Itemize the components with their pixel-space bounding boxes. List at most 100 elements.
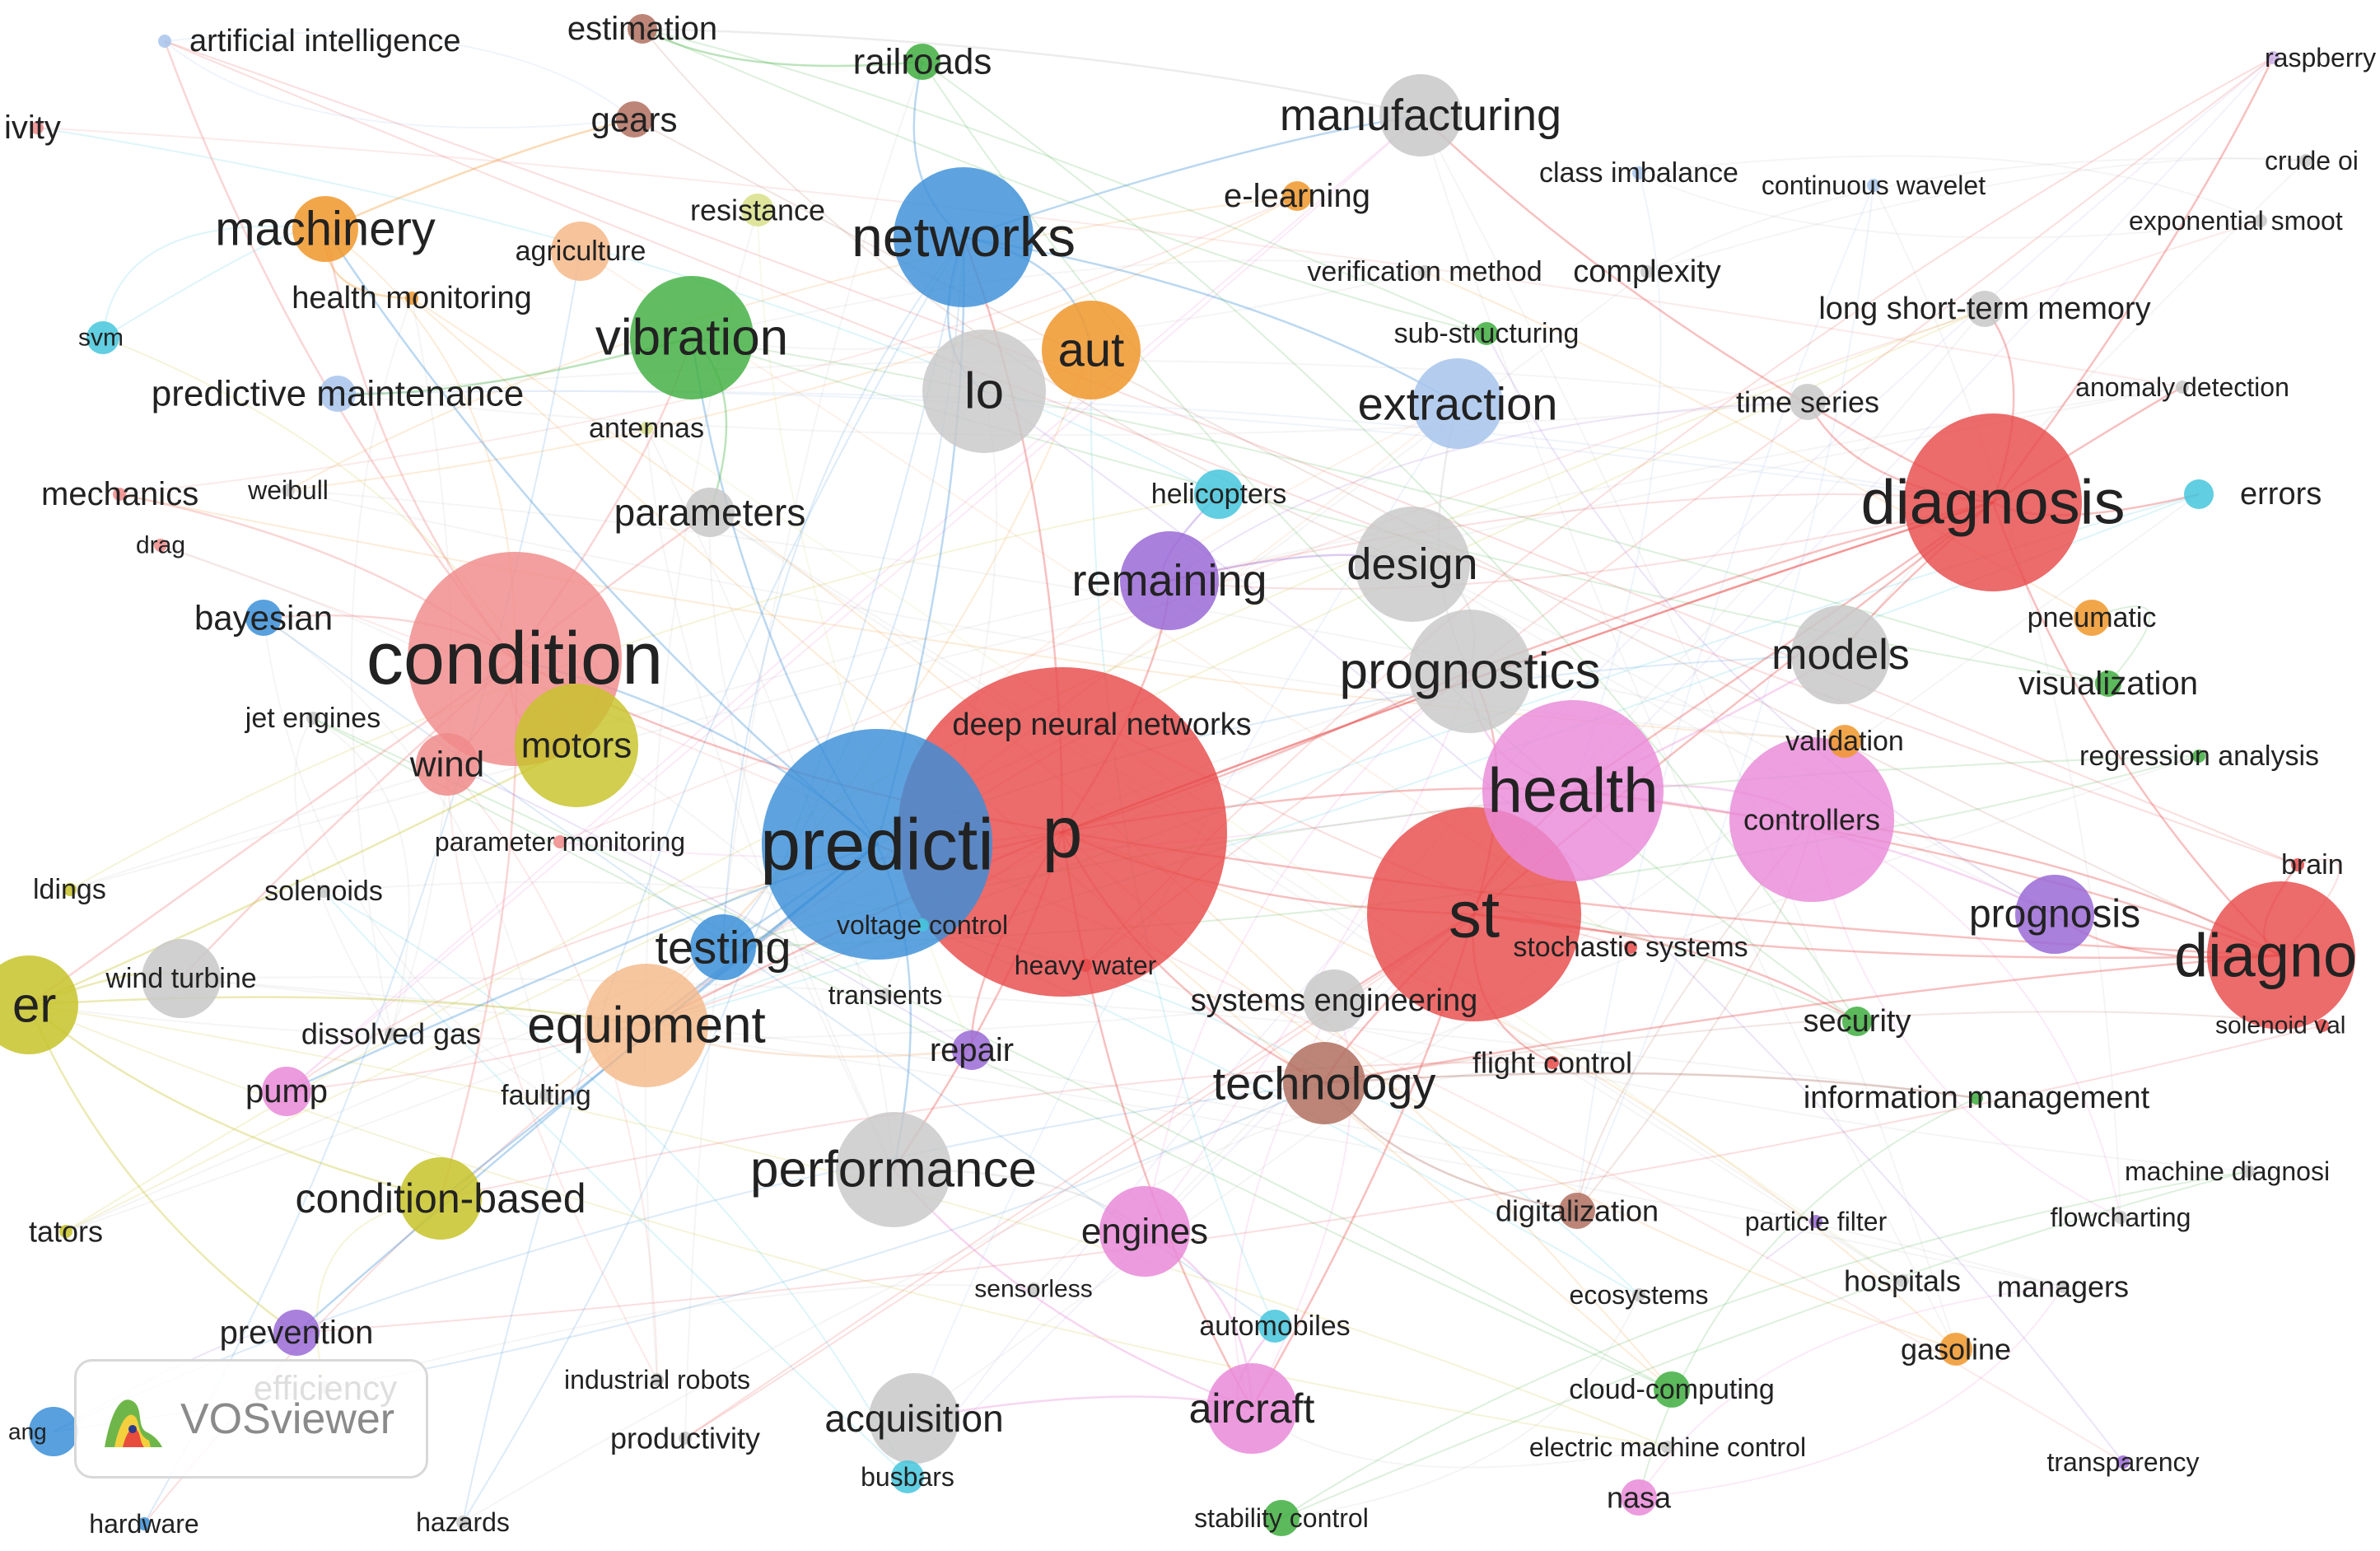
node-mechanics[interactable] bbox=[113, 488, 126, 501]
label-remaining[interactable]: remaining bbox=[1071, 556, 1267, 605]
node-bayesian[interactable] bbox=[245, 600, 282, 636]
node-wind[interactable] bbox=[416, 733, 478, 796]
label-stochastic[interactable]: stochastic systems bbox=[1513, 932, 1748, 963]
node-drag[interactable] bbox=[154, 539, 167, 552]
label-parameters[interactable]: parameters bbox=[614, 491, 806, 534]
node-predicti[interactable] bbox=[762, 729, 992, 960]
label-extraction[interactable]: extraction bbox=[1358, 378, 1558, 430]
label-nasa[interactable]: nasa bbox=[1607, 1481, 1672, 1515]
node-extraction[interactable] bbox=[1412, 358, 1503, 449]
node-stabilitycontrol[interactable] bbox=[1263, 1500, 1300, 1536]
node-conditionbased[interactable] bbox=[399, 1157, 482, 1240]
node-solenoidval[interactable] bbox=[2316, 1019, 2329, 1032]
node-testing[interactable] bbox=[690, 914, 756, 980]
node-regression[interactable] bbox=[2192, 750, 2205, 763]
label-windturbine[interactable]: wind turbine bbox=[105, 963, 256, 994]
node-ldings[interactable] bbox=[63, 883, 77, 896]
node-transparency[interactable] bbox=[2116, 1455, 2130, 1469]
node-productivity[interactable] bbox=[679, 1432, 692, 1445]
node-cloud[interactable] bbox=[1654, 1371, 1690, 1408]
label-acquisition[interactable]: acquisition bbox=[824, 1397, 1003, 1440]
node-paramon[interactable] bbox=[553, 835, 567, 848]
label-machinediag[interactable]: machine diagnosi bbox=[2125, 1156, 2330, 1186]
label-mechanics[interactable]: mechanics bbox=[41, 476, 198, 512]
label-drag[interactable]: drag bbox=[136, 532, 185, 559]
node-busbars[interactable] bbox=[891, 1460, 924, 1493]
label-digitalization[interactable]: digitalization bbox=[1496, 1194, 1659, 1228]
node-solenoids[interactable] bbox=[317, 885, 330, 898]
node-flightcontrol[interactable] bbox=[1546, 1056, 1559, 1069]
label-pump[interactable]: pump bbox=[245, 1073, 328, 1110]
label-hardware[interactable]: hardware bbox=[89, 1509, 198, 1539]
node-vibration[interactable] bbox=[630, 276, 754, 399]
node-ai[interactable] bbox=[158, 35, 171, 48]
label-performance[interactable]: performance bbox=[750, 1142, 1037, 1198]
node-ecosystems[interactable] bbox=[1632, 1288, 1645, 1301]
label-flowcharting[interactable]: flowcharting bbox=[2051, 1203, 2191, 1232]
node-acquisition[interactable] bbox=[869, 1373, 959, 1464]
label-security[interactable]: security bbox=[1804, 1004, 1911, 1039]
node-timeseries[interactable] bbox=[1790, 384, 1826, 420]
label-classimb[interactable]: class imbalance bbox=[1539, 157, 1738, 189]
label-ivity[interactable]: ivity bbox=[4, 110, 61, 146]
label-railroads[interactable]: railroads bbox=[853, 42, 992, 82]
node-networks[interactable] bbox=[894, 167, 1034, 307]
node-classimb[interactable] bbox=[1632, 166, 1645, 180]
label-motors[interactable]: motors bbox=[521, 726, 632, 766]
label-p[interactable]: p bbox=[1043, 792, 1083, 873]
label-machinery[interactable]: machinery bbox=[215, 203, 436, 256]
label-productivity[interactable]: productivity bbox=[610, 1422, 760, 1455]
label-lo[interactable]: lo bbox=[964, 363, 1004, 420]
node-equipment[interactable] bbox=[585, 964, 708, 1087]
label-antennas[interactable]: antennas bbox=[589, 413, 704, 444]
node-electricmachine[interactable] bbox=[1661, 1441, 1674, 1454]
label-ai[interactable]: artificial intelligence bbox=[189, 24, 461, 58]
label-testing[interactable]: testing bbox=[656, 922, 791, 974]
label-particlefilter[interactable]: particle filter bbox=[1745, 1207, 1888, 1236]
label-controllers[interactable]: controllers bbox=[1743, 803, 1880, 837]
label-prognostics[interactable]: prognostics bbox=[1339, 643, 1600, 700]
node-heavywater[interactable] bbox=[1079, 959, 1092, 972]
node-motors[interactable] bbox=[515, 684, 638, 807]
label-bayesian[interactable]: bayesian bbox=[194, 599, 333, 638]
label-sensorless[interactable]: sensorless bbox=[974, 1276, 1092, 1303]
label-aut[interactable]: aut bbox=[1058, 324, 1125, 377]
label-expsmooth[interactable]: exponential smoot bbox=[2129, 206, 2343, 236]
node-lo[interactable] bbox=[922, 329, 1046, 453]
label-systemseng[interactable]: systems engineering bbox=[1191, 983, 1478, 1018]
node-prevention[interactable] bbox=[273, 1310, 320, 1356]
label-equipment[interactable]: equipment bbox=[527, 997, 766, 1054]
label-contwavelet[interactable]: continuous wavelet bbox=[1762, 171, 1986, 200]
label-substructuring[interactable]: sub-structuring bbox=[1394, 318, 1580, 349]
label-managers[interactable]: managers bbox=[1997, 1270, 2129, 1304]
label-regression[interactable]: regression analysis bbox=[2079, 740, 2319, 772]
node-pump[interactable] bbox=[262, 1067, 311, 1116]
label-infomgmt[interactable]: information management bbox=[1804, 1081, 2150, 1115]
node-weibull[interactable] bbox=[282, 484, 295, 497]
label-svm[interactable]: svm bbox=[78, 325, 124, 352]
node-health[interactable] bbox=[1482, 700, 1664, 881]
node-prognosis[interactable] bbox=[2015, 875, 2094, 954]
node-lstm[interactable] bbox=[1967, 291, 2003, 327]
node-systemseng[interactable] bbox=[1303, 969, 1365, 1032]
node-performance[interactable] bbox=[836, 1112, 951, 1227]
label-healthmon[interactable]: health monitoring bbox=[292, 281, 532, 315]
label-gasoline[interactable]: gasoline bbox=[1901, 1333, 2011, 1366]
node-diagnosis[interactable] bbox=[1904, 413, 2082, 591]
node-ivity[interactable] bbox=[30, 121, 44, 134]
label-visualization[interactable]: visualization bbox=[2018, 666, 2198, 702]
node-helicopters[interactable] bbox=[1194, 470, 1244, 519]
node-agriculture[interactable] bbox=[551, 222, 610, 281]
label-dissolvedgas[interactable]: dissolved gas bbox=[301, 1017, 481, 1051]
node-design[interactable] bbox=[1355, 507, 1470, 622]
node-flowcharting[interactable] bbox=[2114, 1211, 2127, 1224]
node-p[interactable] bbox=[898, 667, 1227, 997]
label-verification[interactable]: verification method bbox=[1307, 256, 1542, 287]
node-particlefilter[interactable] bbox=[1809, 1215, 1822, 1228]
label-tators[interactable]: tators bbox=[29, 1215, 103, 1249]
label-solenoidval[interactable]: solenoid val bbox=[2215, 1012, 2345, 1039]
label-busbars[interactable]: busbars bbox=[861, 1462, 954, 1492]
node-parameters[interactable] bbox=[685, 488, 735, 537]
node-railroads[interactable] bbox=[904, 44, 940, 80]
